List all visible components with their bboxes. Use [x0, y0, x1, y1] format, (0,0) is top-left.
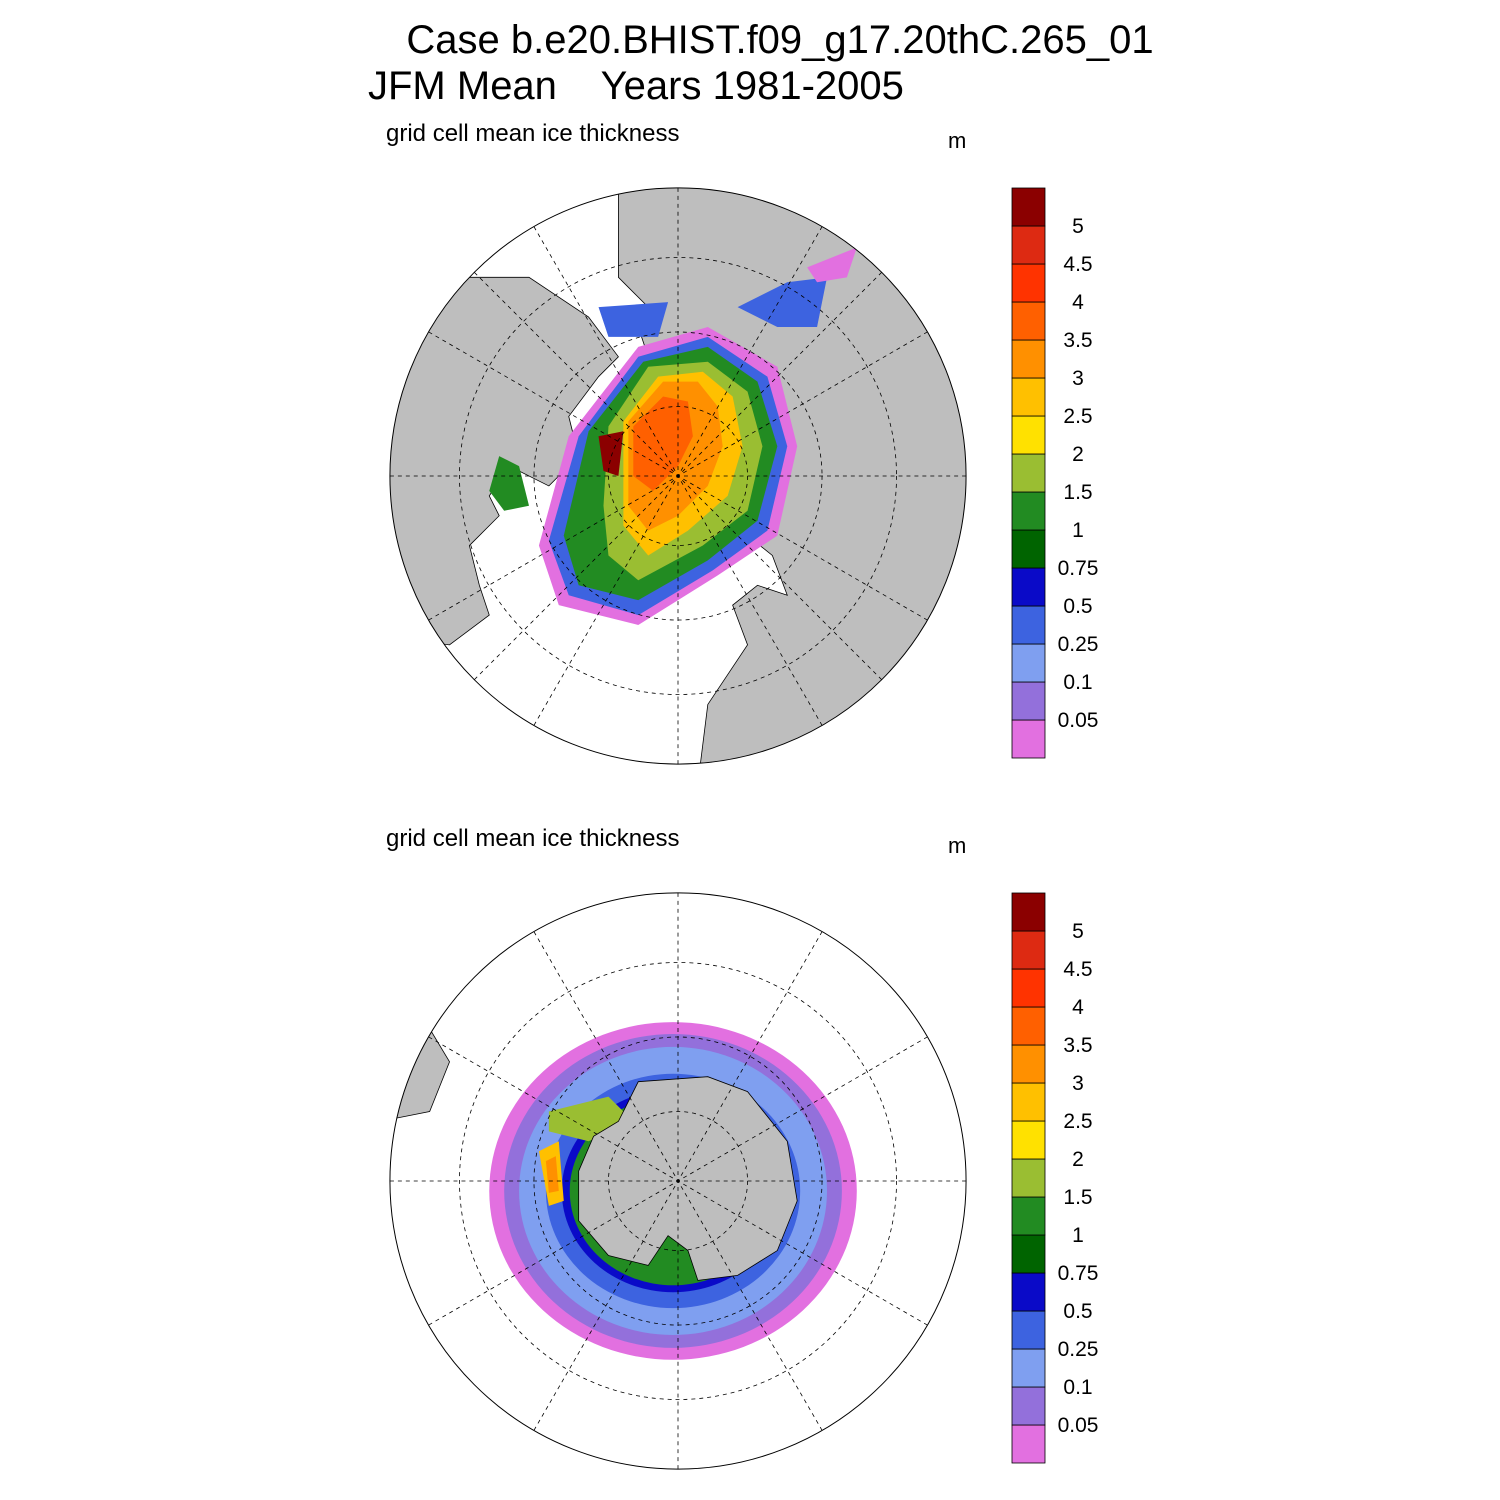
colorbar-tick-label: 4 [1072, 291, 1084, 314]
colorbar-swatch [1011, 415, 1046, 455]
colorbar-swatch [1011, 892, 1046, 932]
colorbar-tick-label: 1 [1072, 519, 1084, 542]
colorbar-swatch [1011, 491, 1046, 531]
colorbar-tick-label: 0.25 [1058, 1338, 1099, 1361]
colorbar-tick-label: 3.5 [1063, 329, 1092, 352]
colorbar-swatch [1011, 225, 1046, 265]
colorbar-swatch [1011, 1272, 1046, 1312]
colorbar-tick-label: 0.05 [1058, 1414, 1099, 1437]
colorbar-tick-label: 0.5 [1063, 1300, 1092, 1323]
figure-subtitle-period: JFM Mean Years 1981-2005 [368, 64, 904, 108]
colorbar-tick-label: 0.5 [1063, 595, 1092, 618]
colorbar-tick-label: 0.1 [1063, 1376, 1092, 1399]
colorbar-tick-label: 1.5 [1063, 481, 1092, 504]
colorbar-tick-label: 4.5 [1063, 253, 1092, 276]
colorbar-swatch [1011, 719, 1046, 759]
colorbar-swatch [1011, 453, 1046, 493]
antarctic-ice-thickness-map [389, 892, 967, 1470]
colorbar-tick-label: 1 [1072, 1224, 1084, 1247]
colorbar-tick-label: 4 [1072, 996, 1084, 1019]
colorbar-tick-label: 4.5 [1063, 958, 1092, 981]
north-colorbar: 0.05 0.1 0.25 0.5 0.75 1 1.5 2 2.5 3 3.5 4 4.5 5 [1011, 187, 1099, 759]
colorbar-swatch [1011, 1082, 1046, 1122]
colorbar-tick-label: 1.5 [1063, 1186, 1092, 1209]
colorbar-swatch [1011, 1158, 1046, 1198]
north-panel-subtitle: grid cell mean ice thickness [386, 120, 680, 147]
colorbar-swatch [1011, 1234, 1046, 1274]
ice-peninsula-orange [545, 1156, 559, 1193]
south-panel-units: m [948, 833, 967, 858]
colorbar-swatch [1011, 377, 1046, 417]
colorbar-tick-label: 2.5 [1063, 405, 1092, 428]
ice-bering [737, 277, 827, 327]
south-panel-subtitle: grid cell mean ice thickness [386, 825, 680, 852]
colorbar-swatch [1011, 339, 1046, 379]
colorbar-swatch [1011, 529, 1046, 569]
colorbar-swatch [1011, 1044, 1046, 1084]
colorbar-tick-label: 3 [1072, 1072, 1084, 1095]
colorbar-swatch [1011, 1196, 1046, 1236]
colorbar-tick-label: 0.75 [1058, 557, 1099, 580]
colorbar-tick-label: 3.5 [1063, 1034, 1092, 1057]
colorbar-tick-label: 0.1 [1063, 671, 1092, 694]
colorbar-swatch [1011, 187, 1046, 227]
colorbar-swatch [1011, 1310, 1046, 1350]
colorbar-tick-label: 5 [1072, 215, 1084, 238]
colorbar-swatch [1011, 263, 1046, 303]
arctic-ice-thickness-map [389, 187, 967, 765]
colorbar-tick-label: 2 [1072, 1148, 1084, 1171]
colorbar-tick-label: 3 [1072, 367, 1084, 390]
colorbar-swatch [1011, 1424, 1046, 1464]
colorbar-swatch [1011, 301, 1046, 341]
colorbar-swatch [1011, 681, 1046, 721]
ice-dark-red [598, 431, 624, 476]
colorbar-swatch [1011, 1006, 1046, 1046]
ice-okhotsk [598, 302, 669, 337]
colorbar-swatch [1011, 605, 1046, 645]
south-colorbar: 0.05 0.1 0.25 0.5 0.75 1 1.5 2 2.5 3 3.5 4 4.5 5 [1011, 892, 1099, 1464]
colorbar-swatch [1011, 643, 1046, 683]
colorbar-tick-label: 2 [1072, 443, 1084, 466]
colorbar-swatch [1011, 1386, 1046, 1426]
colorbar-swatch [1011, 968, 1046, 1008]
figure-title: Case b.e20.BHIST.f09_g17.20thC.265_01 [406, 18, 1154, 62]
colorbar-tick-label: 0.75 [1058, 1262, 1099, 1285]
north-panel-units: m [948, 128, 967, 153]
colorbar-swatch [1011, 1120, 1046, 1160]
ice-bering-pink [807, 247, 857, 283]
colorbar-tick-label: 0.05 [1058, 709, 1099, 732]
ice-hudson-bay [489, 456, 529, 511]
colorbar-swatch [1011, 1348, 1046, 1388]
colorbar-tick-label: 0.25 [1058, 633, 1099, 656]
colorbar-tick-label: 2.5 [1063, 1110, 1092, 1133]
colorbar-tick-label: 5 [1072, 920, 1084, 943]
colorbar-swatch [1011, 930, 1046, 970]
colorbar-swatch [1011, 567, 1046, 607]
